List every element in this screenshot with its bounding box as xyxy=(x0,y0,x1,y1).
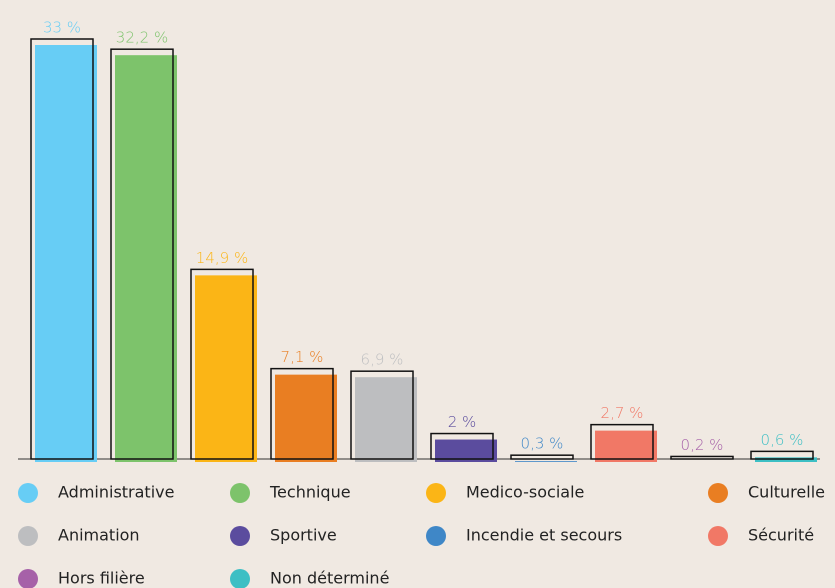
legend-label: Non déterminé xyxy=(270,569,389,588)
legend-label: Sportive xyxy=(270,526,337,545)
value-label: 14,9 % xyxy=(196,249,248,267)
bar xyxy=(435,439,497,462)
bar-outline xyxy=(350,370,414,460)
value-label: 32,2 % xyxy=(116,29,168,47)
bar-outline xyxy=(430,432,494,460)
value-label: 0,3 % xyxy=(521,435,564,453)
legend-label: Animation xyxy=(58,526,140,545)
value-label: 2,7 % xyxy=(601,404,644,422)
bar-outline xyxy=(670,455,734,460)
legend-label: Incendie et secours xyxy=(466,526,622,545)
bar-outline xyxy=(110,48,174,460)
bar-outline xyxy=(30,38,94,460)
legend-swatch xyxy=(230,569,250,588)
legend-swatch xyxy=(18,569,38,588)
bar xyxy=(35,45,97,462)
legend-swatch xyxy=(230,526,250,546)
legend-swatch xyxy=(426,526,446,546)
legend-label: Technique xyxy=(269,483,351,502)
bar xyxy=(275,374,337,462)
legend-swatch xyxy=(18,483,38,503)
bar-outline xyxy=(750,450,814,460)
bar xyxy=(595,430,657,462)
value-label: 0,2 % xyxy=(681,436,724,454)
value-label: 0,6 % xyxy=(761,431,804,449)
legend-swatch xyxy=(426,483,446,503)
legend-swatch xyxy=(708,526,728,546)
legend-label: Hors filière xyxy=(58,569,145,588)
bar xyxy=(355,377,417,462)
legend-swatch xyxy=(18,526,38,546)
value-label: 6,9 % xyxy=(361,351,404,369)
legend-label: Sécurité xyxy=(748,526,814,545)
legend-label: Medico-sociale xyxy=(466,483,584,502)
value-label: 7,1 % xyxy=(281,348,324,366)
bar xyxy=(515,461,577,462)
legend-swatch xyxy=(230,483,250,503)
value-label: 33 % xyxy=(43,19,81,37)
legend-swatch xyxy=(708,483,728,503)
bar xyxy=(115,55,177,462)
value-label: 2 % xyxy=(448,413,477,431)
legend-label: Culturelle xyxy=(748,483,825,502)
bar-outline xyxy=(590,423,654,460)
bar-outline xyxy=(510,454,574,460)
bar-outline xyxy=(270,367,334,460)
legend-label: Administrative xyxy=(58,483,174,502)
bar-outline xyxy=(190,268,254,460)
bar xyxy=(195,275,257,462)
